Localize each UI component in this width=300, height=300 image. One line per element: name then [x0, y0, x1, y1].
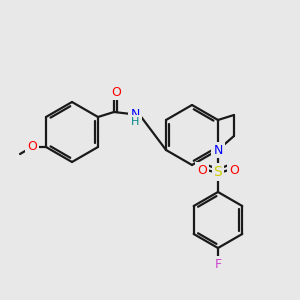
Text: O: O	[27, 140, 37, 154]
Text: N: N	[130, 107, 140, 121]
Text: H: H	[131, 117, 139, 127]
Text: S: S	[214, 165, 222, 179]
Text: O: O	[197, 164, 207, 176]
Text: O: O	[229, 164, 239, 176]
Text: F: F	[214, 257, 221, 271]
Text: N: N	[213, 143, 223, 157]
Text: O: O	[111, 85, 121, 98]
